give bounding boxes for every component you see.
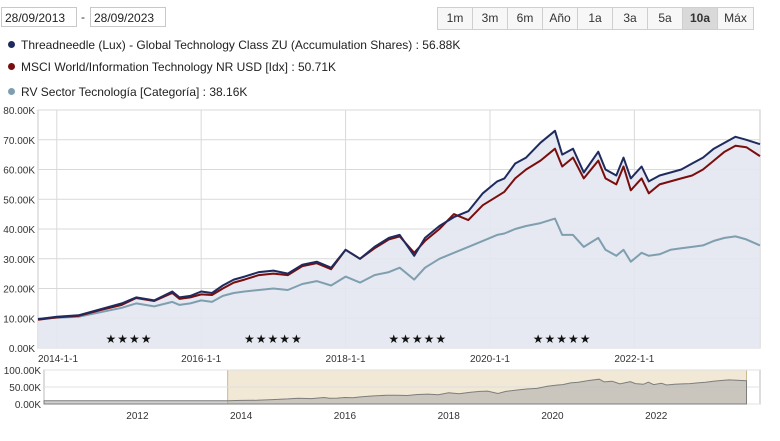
y-tick-label: 70.00K [3,136,35,147]
navigator-x-label: 2022 [645,411,668,422]
navigator-x-label: 2018 [438,411,461,422]
x-tick-label: 2014-1-1 [38,354,78,365]
navigator-y-label: 0.00K [15,400,41,411]
date-range-separator: - [81,10,85,24]
y-tick-label: 20.00K [3,285,35,296]
category-line [37,217,761,320]
legend-label-index: MSCI World/Information Technology NR USD… [21,60,337,74]
star-rating: ★★★★★ [244,332,303,346]
y-tick-label: 60.00K [3,166,35,177]
legend-item-fund[interactable]: Threadneedle (Lux) - Global Technology C… [0,34,760,56]
legend-dot-fund [8,41,15,48]
star-rating: ★★★★★ [388,332,447,346]
range-button-5y[interactable]: 5a [648,8,683,29]
y-tick-label: 50.00K [3,195,35,206]
range-button-1m[interactable]: 1m [438,8,473,29]
legend: Threadneedle (Lux) - Global Technology C… [0,34,760,103]
x-tick-label: 2022-1-1 [614,354,654,365]
x-tick-label: 2020-1-1 [470,354,510,365]
y-tick-label: 30.00K [3,255,35,266]
range-button-3y[interactable]: 3a [613,8,648,29]
legend-item-index[interactable]: MSCI World/Information Technology NR USD… [0,56,760,78]
y-tick-label: 0.00K [9,344,35,355]
range-button-6m[interactable]: 6m [508,8,543,29]
x-tick-label: 2016-1-1 [181,354,221,365]
star-rating: ★★★★ [105,332,152,346]
navigator-series [43,378,747,405]
fund-area-fill [38,130,760,348]
date-to-input[interactable]: 28/09/2023 [90,7,166,27]
legend-dot-index [8,63,15,70]
navigator-x-label: 2014 [230,411,253,422]
star-rating: ★★★★★ [533,332,592,346]
y-tick-label: 40.00K [3,225,35,236]
y-tick-label: 80.00K [3,106,35,117]
range-selector: 1m 3m 6m Año 1a 3a 5a 10a Máx [437,7,754,30]
range-button-1y[interactable]: 1a [578,8,613,29]
legend-label-fund: Threadneedle (Lux) - Global Technology C… [21,38,461,52]
fund-line [37,129,761,321]
navigator-y-label: 100.00K [4,366,42,377]
range-button-10y[interactable]: 10a [683,8,718,29]
legend-item-category[interactable]: RV Sector Tecnología [Categoría] : 38.16… [0,81,760,103]
date-from-input[interactable]: 28/09/2013 [1,7,77,27]
range-button-ytd[interactable]: Año [543,8,578,29]
navigator-x-label: 2012 [126,411,149,422]
y-tick-label: 10.00K [3,314,35,325]
range-button-3m[interactable]: 3m [473,8,508,29]
x-tick-label: 2018-1-1 [326,354,366,365]
legend-label-category: RV Sector Tecnología [Categoría] : 38.16… [21,85,248,99]
navigator-x-label: 2020 [541,411,564,422]
navigator-y-label: 50.00K [9,383,41,394]
range-button-max[interactable]: Máx [718,8,753,29]
legend-dot-category [8,88,15,95]
navigator-x-label: 2016 [334,411,357,422]
